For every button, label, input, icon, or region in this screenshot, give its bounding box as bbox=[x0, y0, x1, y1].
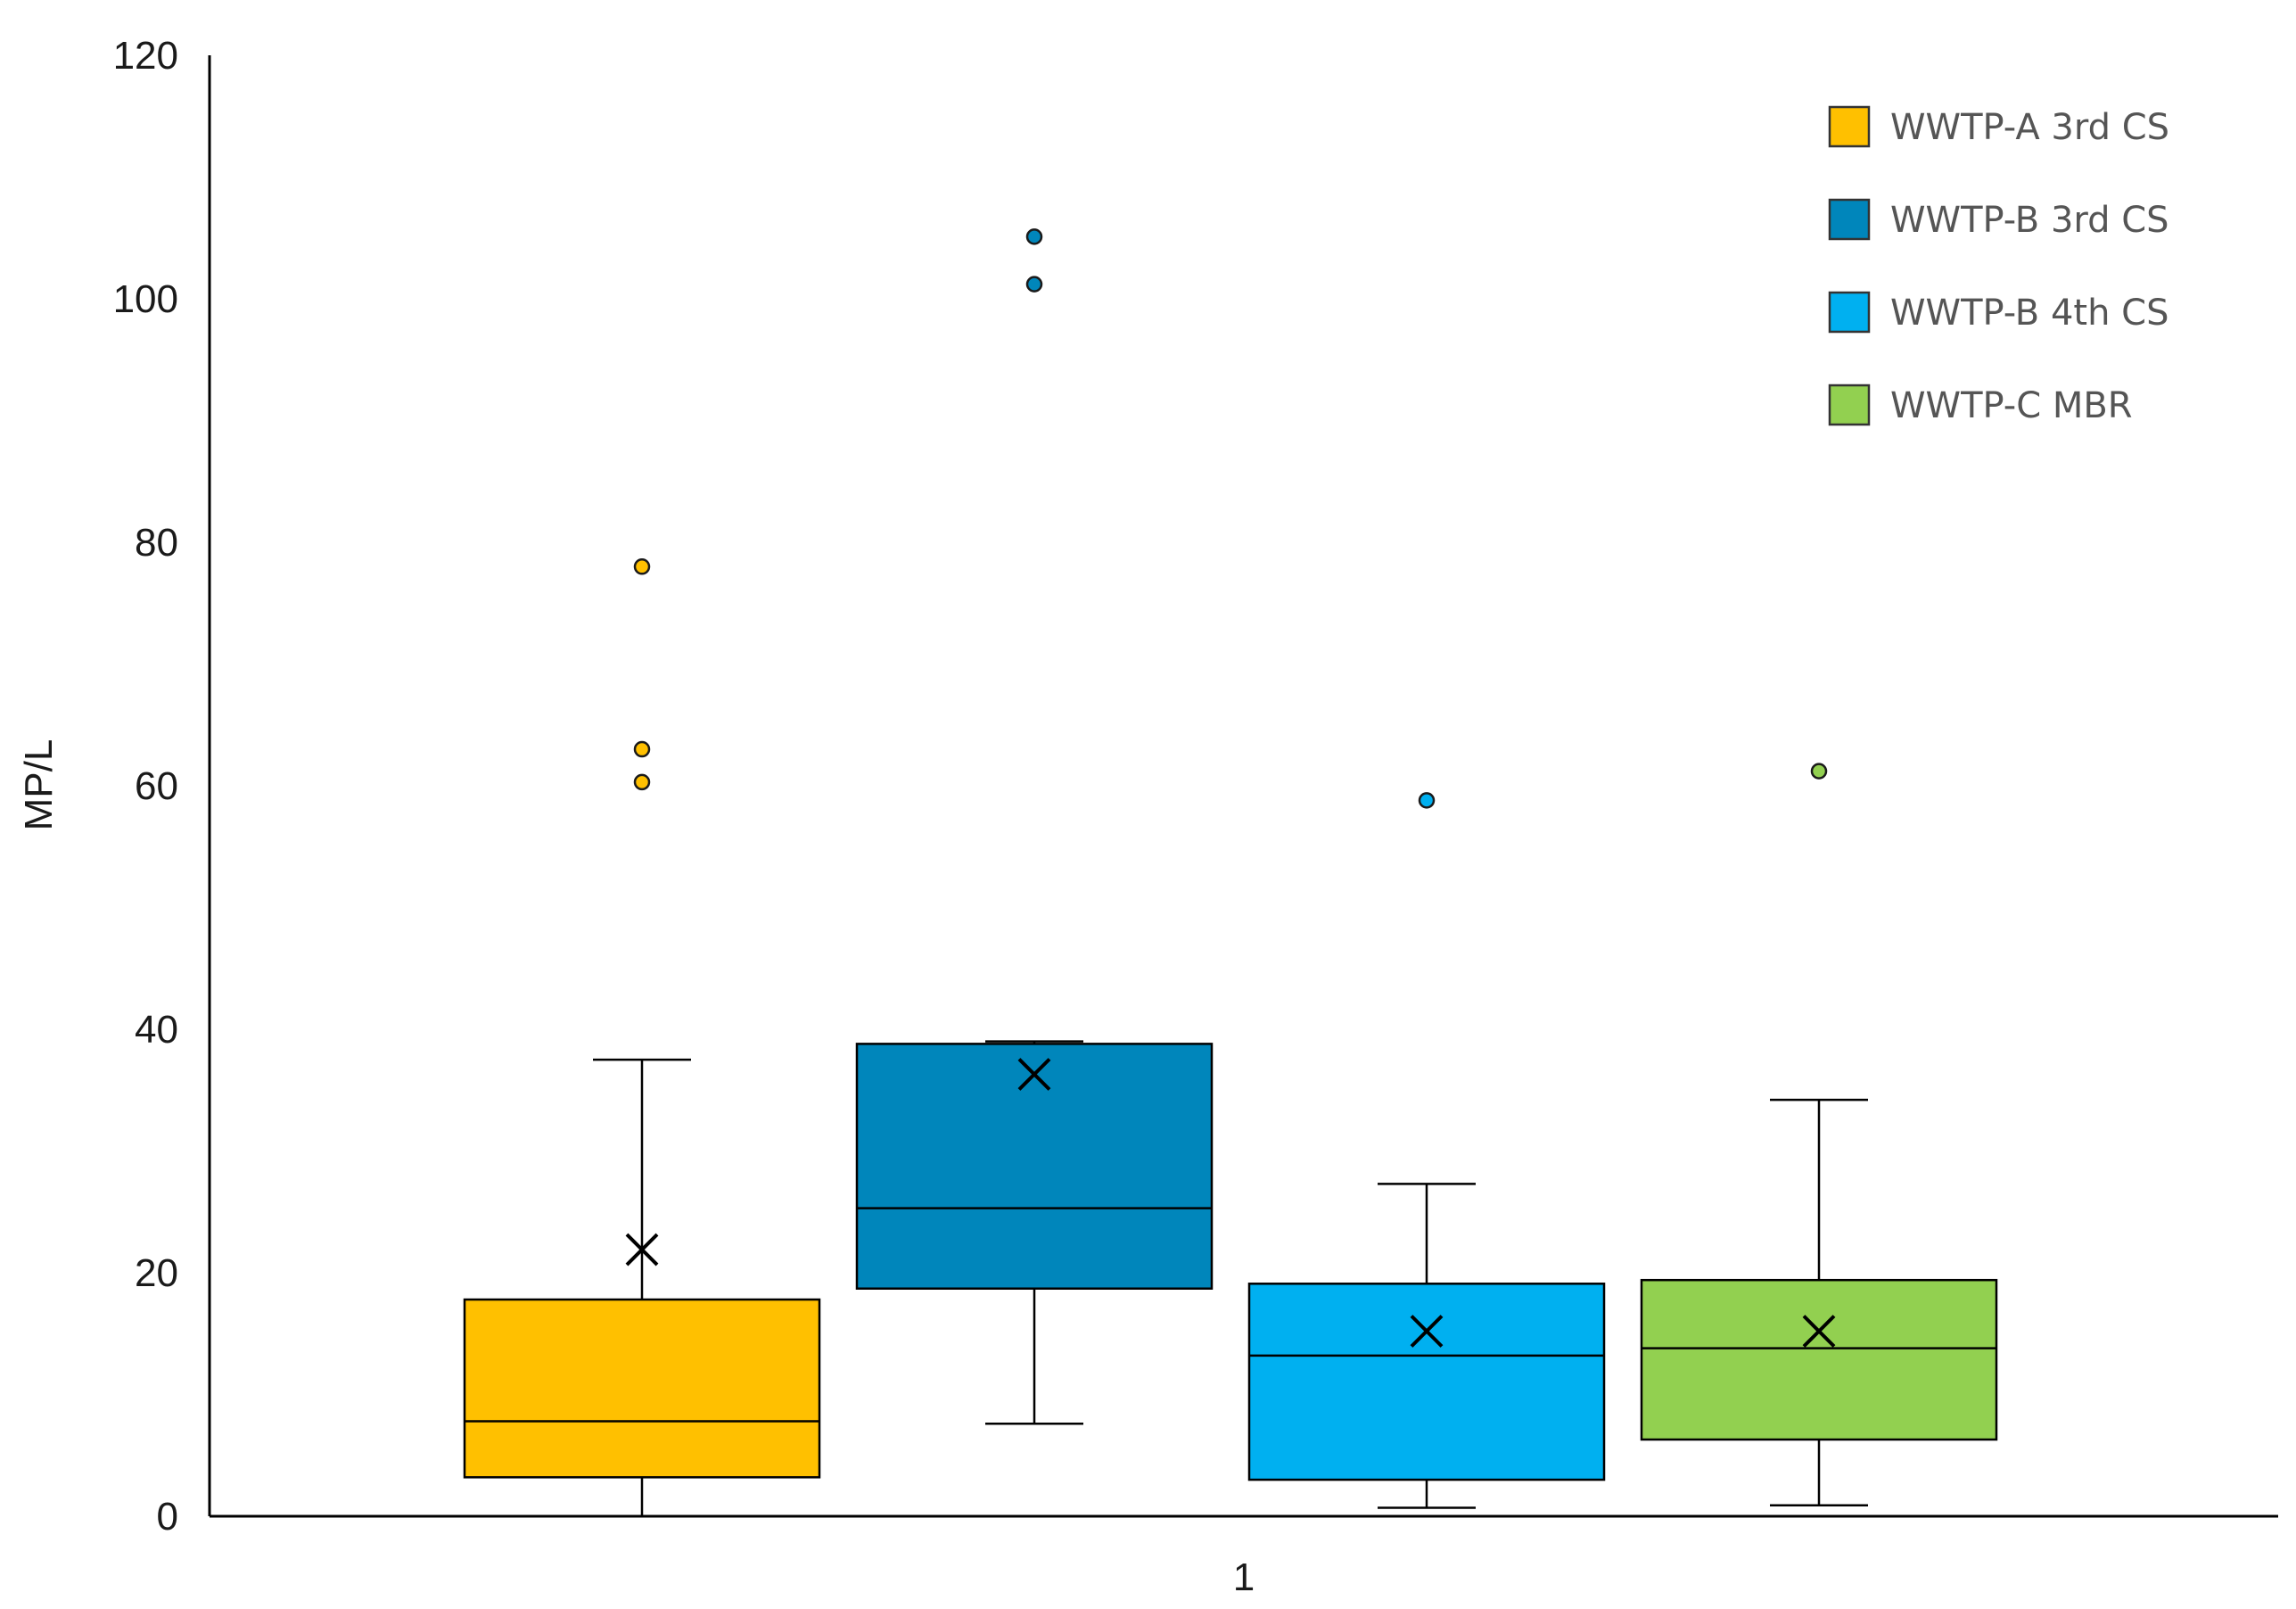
legend-label: WWTP-C MBR bbox=[1890, 385, 2133, 426]
outlier-point bbox=[1810, 763, 1828, 780]
x-category-label: 1 bbox=[1233, 1555, 1255, 1599]
y-tick-label-0: 0 bbox=[157, 1495, 178, 1539]
outlier-point bbox=[633, 558, 651, 575]
legend-swatch bbox=[1828, 105, 1871, 148]
legend-item-2: WWTP-B 3rd CS bbox=[1828, 198, 2169, 241]
box-3 bbox=[1247, 792, 1606, 1509]
mean-marker bbox=[625, 1233, 659, 1267]
mean-marker bbox=[1802, 1315, 1836, 1348]
y-axis-ticks: 0 20 40 60 80 100 120 bbox=[113, 34, 178, 1539]
mean-marker bbox=[1410, 1315, 1444, 1348]
box-iqr bbox=[463, 1298, 821, 1479]
legend-swatch bbox=[1828, 291, 1871, 334]
legend-swatch bbox=[1828, 384, 1871, 426]
y-tick-label-120: 120 bbox=[113, 34, 178, 78]
box-iqr bbox=[855, 1043, 1214, 1290]
legend-item-1: WWTP-A 3rd CS bbox=[1828, 105, 2169, 148]
box-iqr bbox=[1640, 1278, 1998, 1441]
outlier-point bbox=[633, 773, 651, 791]
legend-swatch bbox=[1828, 198, 1871, 241]
box-series-group bbox=[463, 228, 1998, 1518]
mean-marker bbox=[1017, 1058, 1051, 1091]
legend-label: WWTP-B 3rd CS bbox=[1890, 200, 2169, 241]
y-tick-label-20: 20 bbox=[135, 1251, 178, 1295]
y-tick-label-100: 100 bbox=[113, 277, 178, 321]
outlier-point bbox=[1418, 792, 1436, 809]
box-1 bbox=[463, 558, 821, 1518]
box-4 bbox=[1640, 763, 1998, 1506]
y-tick-label-40: 40 bbox=[135, 1008, 178, 1052]
outlier-point bbox=[1025, 228, 1043, 245]
y-axis-label: MP/L bbox=[17, 739, 61, 831]
box-iqr bbox=[1247, 1283, 1606, 1481]
legend: WWTP-A 3rd CS WWTP-B 3rd CS WWTP-B 4th CS W… bbox=[1828, 105, 2169, 426]
legend-item-4: WWTP-C MBR bbox=[1828, 384, 2133, 426]
outlier-point bbox=[633, 740, 651, 758]
y-tick-label-80: 80 bbox=[135, 521, 178, 565]
outlier-point bbox=[1025, 276, 1043, 293]
legend-label: WWTP-B 4th CS bbox=[1890, 293, 2168, 334]
legend-label: WWTP-A 3rd CS bbox=[1890, 107, 2169, 148]
legend-item-3: WWTP-B 4th CS bbox=[1828, 291, 2168, 334]
y-tick-label-60: 60 bbox=[135, 764, 178, 808]
box-2 bbox=[855, 228, 1214, 1425]
